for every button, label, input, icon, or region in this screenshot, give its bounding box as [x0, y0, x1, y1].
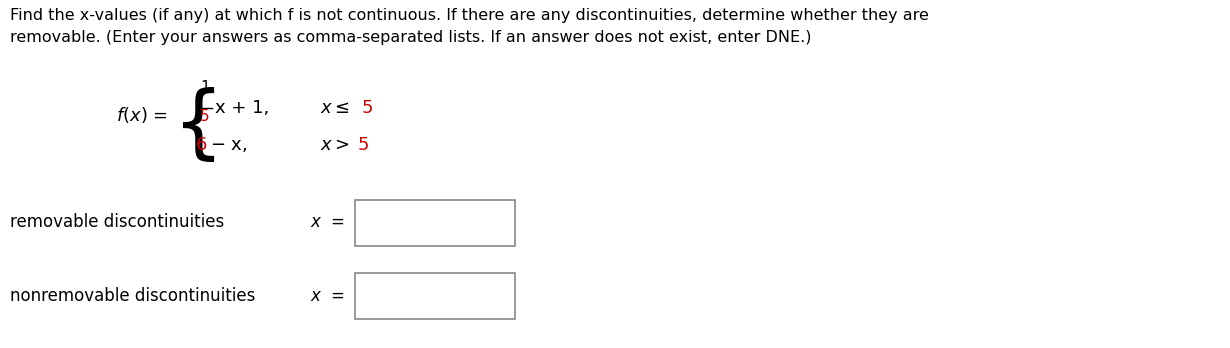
Text: Find the x-values (if any) at which f is not continuous. If there are any discon: Find the x-values (if any) at which f is… — [10, 8, 929, 23]
Bar — [355, 200, 515, 246]
Text: nonremovable discontinuities: nonremovable discontinuities — [10, 287, 256, 305]
Text: removable. (Enter your answers as comma-separated lists. If an answer does not e: removable. (Enter your answers as comma-… — [10, 30, 812, 45]
Text: $-$ x,: $-$ x, — [210, 136, 247, 154]
Text: 5: 5 — [362, 99, 374, 117]
Text: 1: 1 — [200, 80, 210, 95]
Text: $\{$: $\{$ — [172, 86, 215, 165]
Text: $x \leq$: $x \leq$ — [320, 99, 349, 117]
Text: $f(x)$ =: $f(x)$ = — [116, 105, 169, 125]
Text: $x$  =: $x$ = — [310, 287, 344, 305]
Text: $x >$: $x >$ — [320, 136, 349, 154]
Text: 5: 5 — [200, 109, 210, 124]
Text: $x$  =: $x$ = — [310, 213, 344, 231]
Text: x + 1,: x + 1, — [215, 99, 269, 117]
Text: removable discontinuities: removable discontinuities — [10, 213, 224, 231]
Text: 6: 6 — [196, 136, 208, 154]
Text: 5: 5 — [358, 136, 369, 154]
Bar — [355, 273, 515, 319]
